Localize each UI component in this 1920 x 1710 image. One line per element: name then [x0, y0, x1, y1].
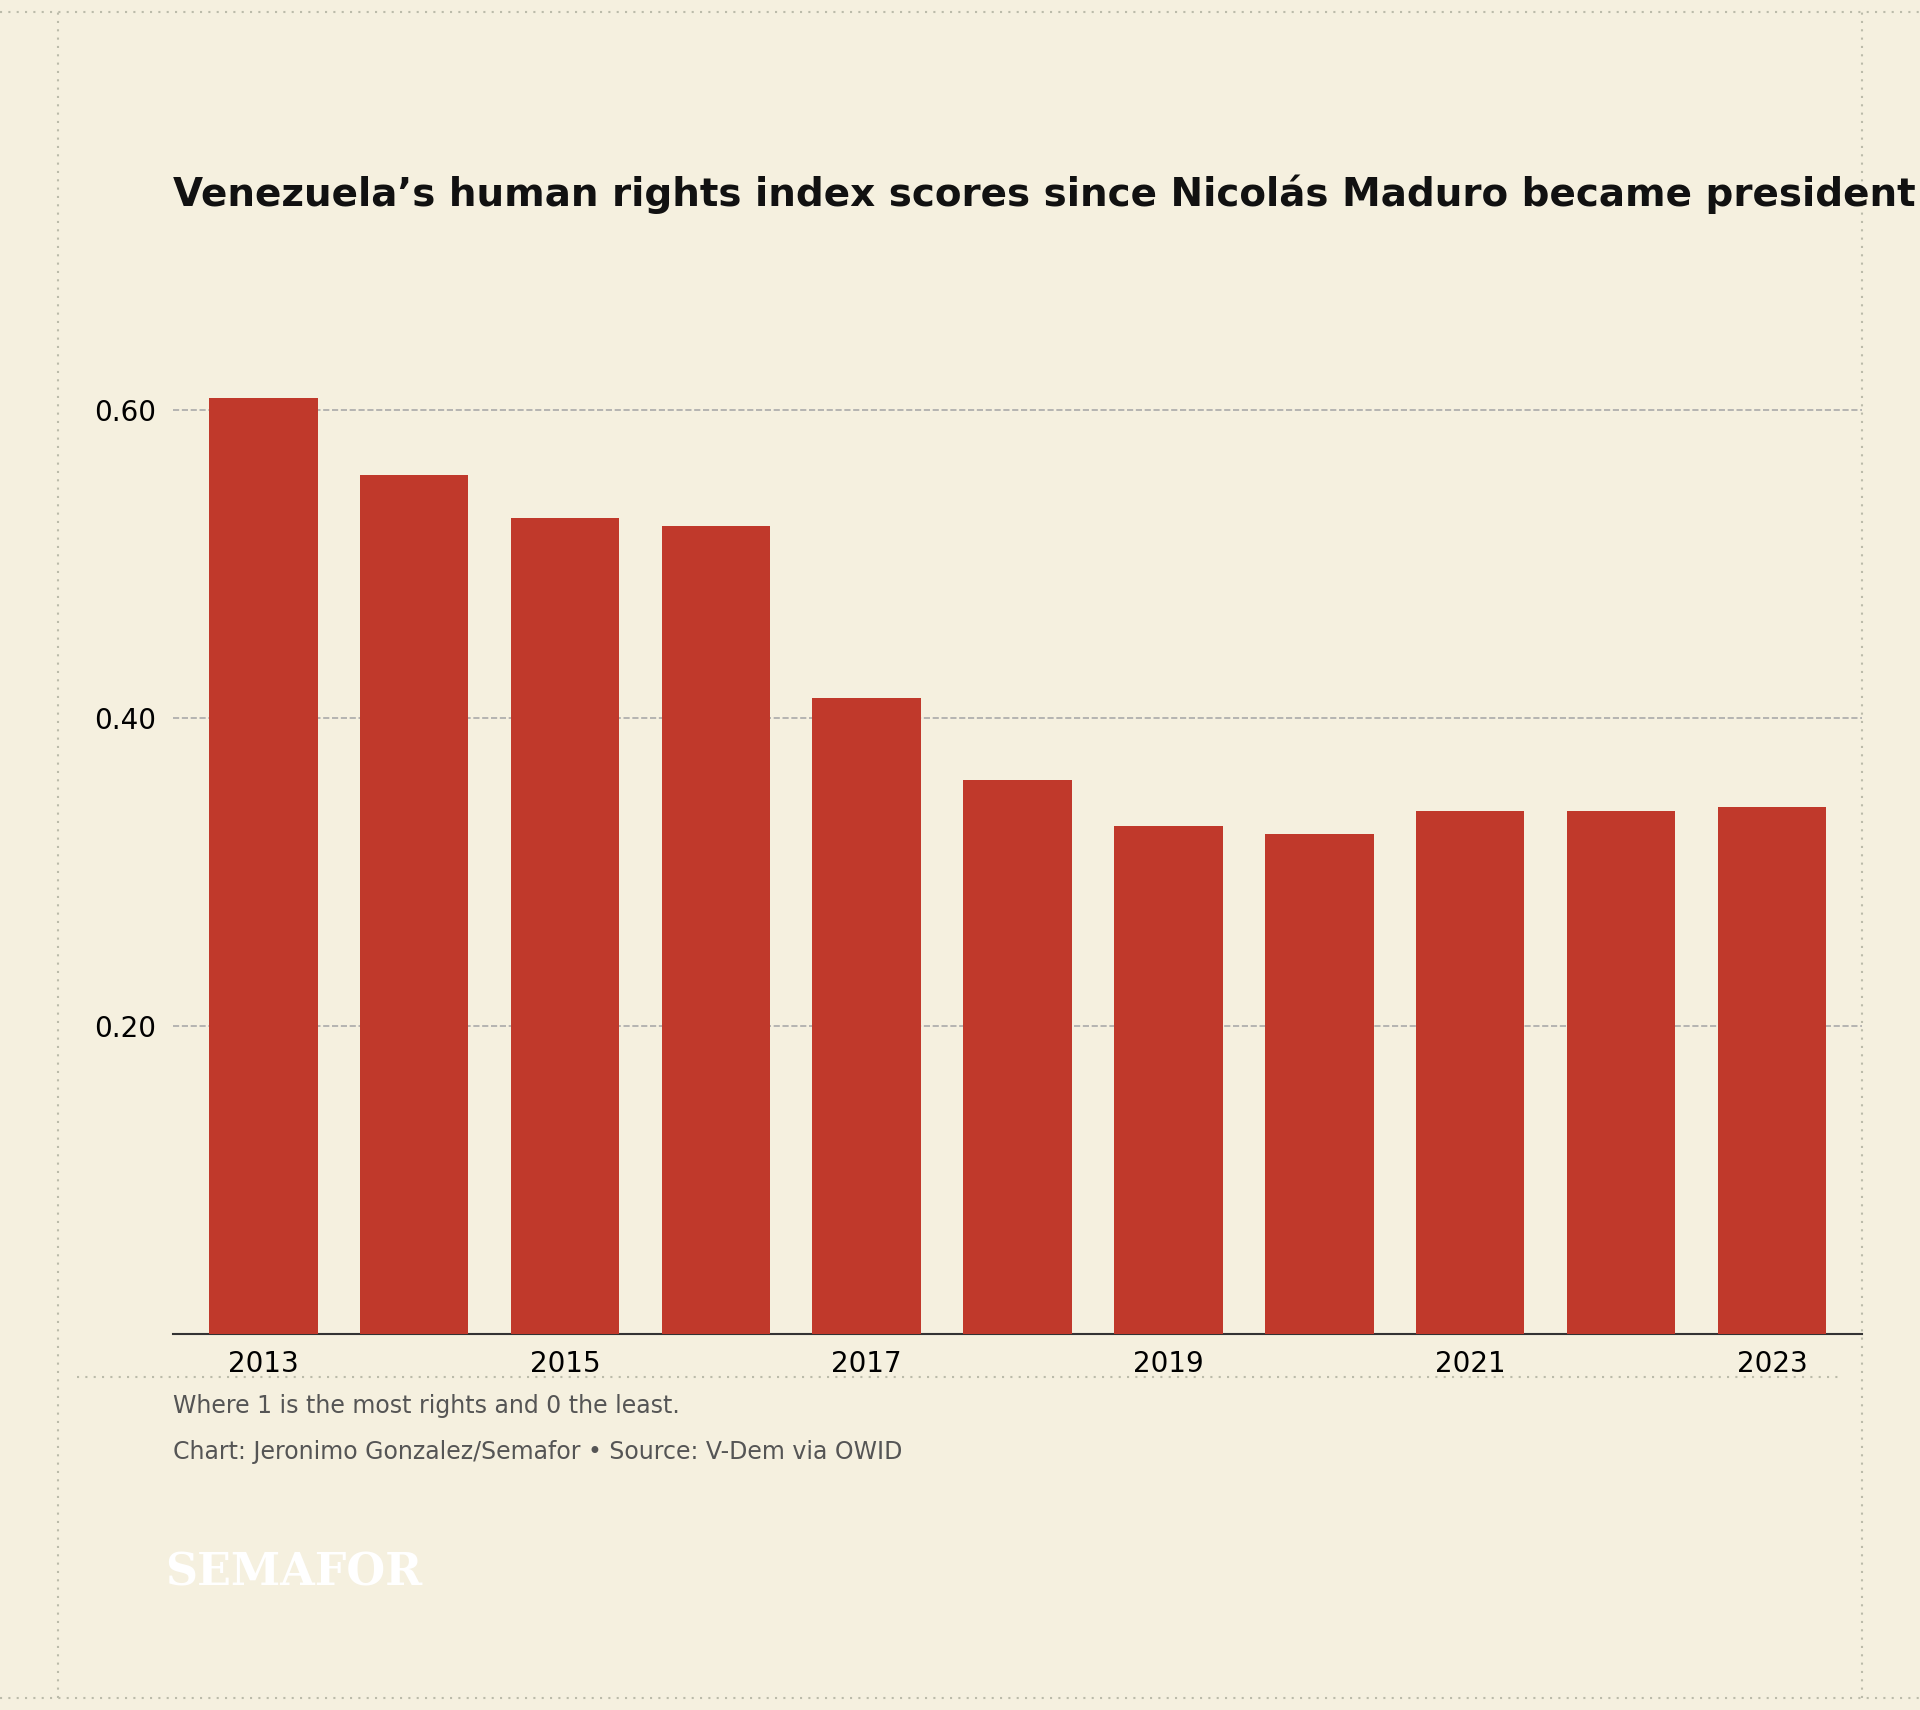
Bar — [1265, 834, 1373, 1334]
Bar — [662, 527, 770, 1334]
Bar — [1567, 811, 1676, 1334]
Bar — [359, 475, 468, 1334]
Bar — [511, 518, 620, 1334]
Text: Venezuela’s human rights index scores since Nicolás Maduro became president: Venezuela’s human rights index scores si… — [173, 174, 1916, 214]
Text: SEMAFOR: SEMAFOR — [165, 1551, 422, 1595]
Text: Chart: Jeronimo Gonzalez/Semafor • Source: V-Dem via OWID: Chart: Jeronimo Gonzalez/Semafor • Sourc… — [173, 1440, 902, 1464]
Bar — [1114, 826, 1223, 1334]
Bar — [1415, 811, 1524, 1334]
Bar — [964, 780, 1071, 1334]
Bar — [812, 698, 922, 1334]
Bar — [1718, 807, 1826, 1334]
Bar — [209, 398, 317, 1334]
Text: Where 1 is the most rights and 0 the least.: Where 1 is the most rights and 0 the lea… — [173, 1394, 680, 1418]
